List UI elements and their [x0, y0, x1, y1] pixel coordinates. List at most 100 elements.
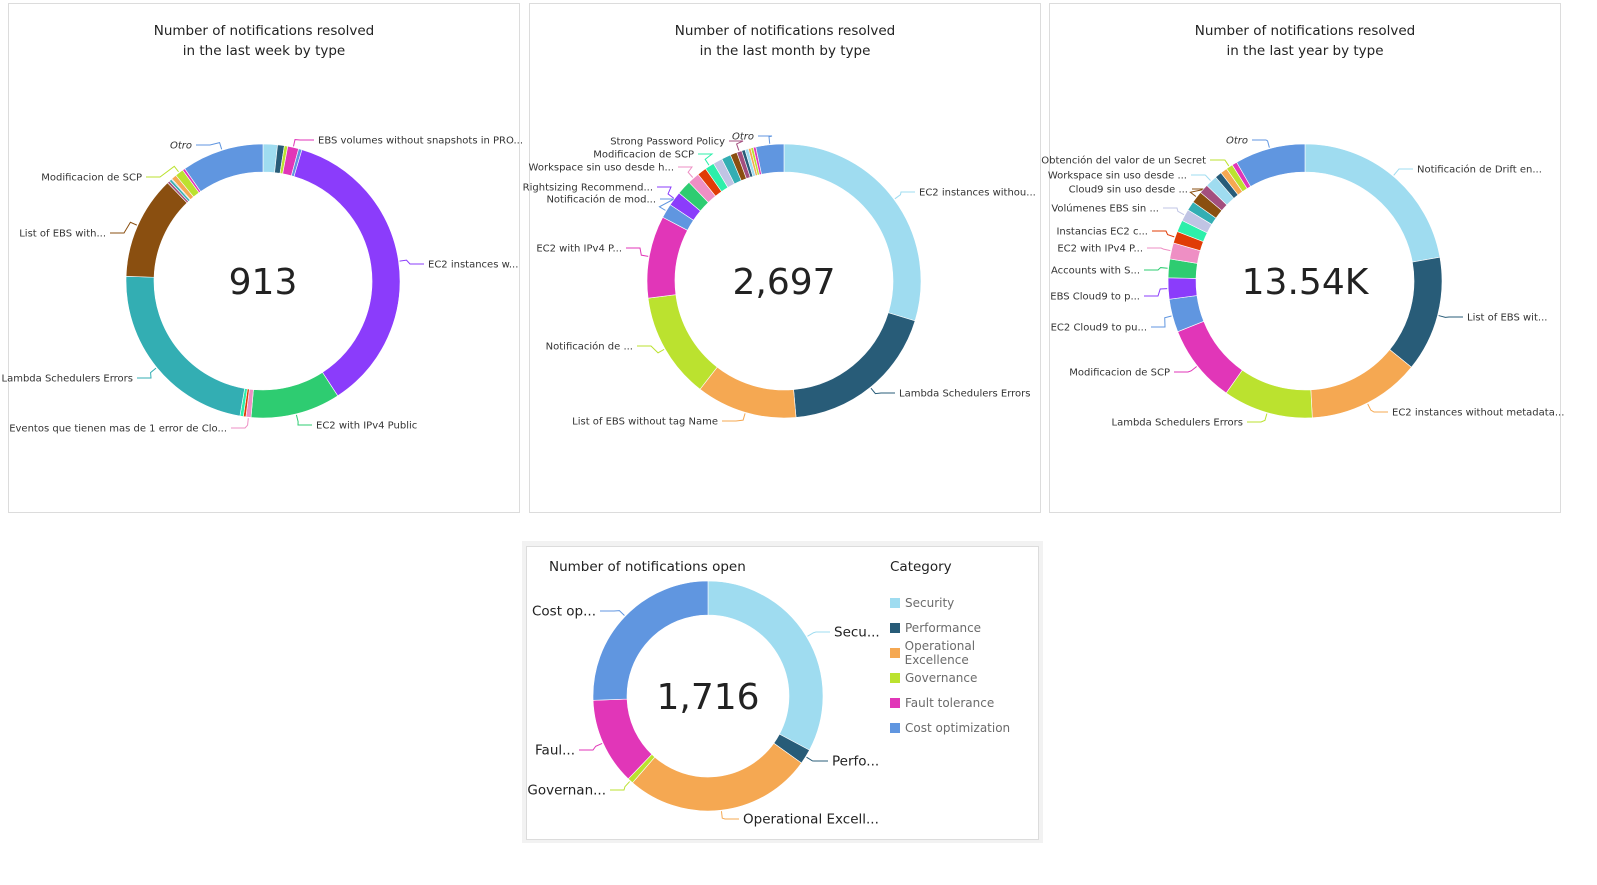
chart-title: Number of notifications open — [549, 559, 746, 575]
leader-line — [110, 221, 138, 234]
total-value: 913 — [229, 262, 298, 303]
slice-label: Lambda Schedulers Errors — [1112, 418, 1243, 429]
donut-slice[interactable] — [592, 580, 709, 701]
title-line: Number of notifications resolved — [674, 23, 896, 39]
legend-swatch — [890, 697, 900, 708]
legend-swatch — [890, 622, 900, 633]
legend-label: Cost optimization — [905, 720, 1011, 735]
leader-line — [1247, 413, 1268, 423]
donut-slice[interactable] — [707, 580, 824, 751]
leader-line — [894, 191, 915, 200]
legend-label: Fault tolerance — [905, 695, 995, 710]
total-value: 13.54K — [1242, 262, 1370, 303]
leader-line — [1144, 288, 1168, 297]
leader-line — [292, 139, 314, 147]
leader-line — [1144, 267, 1168, 271]
legend-item[interactable]: Performance — [890, 615, 1038, 640]
title-line: in the last month by type — [699, 43, 871, 59]
leader-line — [722, 413, 746, 422]
leader-line — [1438, 315, 1463, 318]
slice-label: Modificacion de SCP — [1069, 368, 1170, 379]
leader-line — [1174, 366, 1197, 373]
slice-label: Notificación de mod... — [546, 194, 656, 206]
leader-line — [600, 610, 625, 616]
donut-slice[interactable] — [293, 149, 401, 397]
leader-line — [698, 153, 714, 166]
leader-line — [807, 631, 830, 637]
donut-slice[interactable] — [1225, 369, 1313, 419]
donut-slice[interactable] — [1177, 320, 1243, 394]
slice-label: Cloud9 sin uso desde ... — [1069, 185, 1188, 196]
donut-slice[interactable] — [250, 371, 339, 419]
donut-slice[interactable] — [793, 312, 916, 418]
slice-label: Workspace sin uso desde h... — [529, 163, 674, 174]
chart-panel-month: Number of notifications resolved in the … — [529, 3, 1041, 513]
leader-line — [657, 186, 674, 199]
legend-item[interactable]: Cost optimization — [890, 715, 1038, 740]
leader-line — [1367, 403, 1388, 413]
slice-label: List of EBS without tag Name — [572, 417, 718, 428]
slice-label: Otro — [1226, 136, 1248, 147]
donut-slice[interactable] — [1389, 256, 1443, 368]
donut-slice[interactable] — [647, 294, 718, 390]
chart-title: Number of notifications resolved in the … — [530, 21, 1040, 61]
slice-label: EC2 instances without metadata... — [1392, 408, 1564, 419]
title-line: Number of notifications resolved — [153, 23, 375, 39]
slice-label: EC2 instances withou... — [919, 188, 1036, 199]
leader-line — [231, 418, 249, 429]
chart-panel-week: Number of notifications resolved in the … — [8, 3, 520, 513]
slice-label: Notificación de Drift en... — [1417, 164, 1542, 176]
leader-line — [196, 142, 223, 150]
slice-label: Rightsizing Recommend... — [523, 183, 653, 194]
donut-slice[interactable] — [699, 366, 797, 419]
donut-slice[interactable] — [1167, 277, 1198, 300]
slice-label: EC2 instances w... — [428, 260, 518, 271]
slice-label: Secu... — [834, 625, 880, 641]
legend-item[interactable]: Fault tolerance — [890, 690, 1038, 715]
legend-swatch — [890, 597, 900, 608]
donut-slice[interactable] — [1236, 143, 1306, 187]
slice-label: List of EBS wit... — [1467, 313, 1547, 324]
leader-line — [399, 259, 424, 265]
donut-slice[interactable] — [184, 143, 264, 192]
legend-item[interactable]: Operational Excellence — [890, 638, 1038, 667]
legend-item[interactable]: Governance — [890, 665, 1038, 690]
total-value: 2,697 — [732, 262, 835, 303]
chart-title: Number of notifications resolved in the … — [9, 21, 519, 61]
leader-line — [1210, 159, 1230, 167]
slice-label: EBS Cloud9 to p... — [1050, 292, 1140, 303]
legend-swatch — [890, 722, 900, 733]
chart-title: Number of notifications resolved in the … — [1050, 21, 1560, 61]
leader-line — [1163, 207, 1185, 216]
donut-slice[interactable] — [125, 275, 245, 417]
legend-label: Security — [905, 595, 955, 610]
leader-line — [806, 756, 828, 762]
slice-label: EC2 with IPv4 P... — [536, 244, 622, 255]
leader-line — [1189, 188, 1207, 197]
leader-line — [1152, 230, 1175, 238]
slice-label: Otro — [732, 132, 754, 143]
slice-label: List of EBS with... — [19, 229, 106, 240]
leader-line — [678, 166, 694, 178]
donut-slice[interactable] — [632, 742, 802, 812]
slice-label: EC2 with IPv4 Public — [316, 421, 417, 432]
leader-line — [137, 367, 157, 379]
slice-label: Governan... — [527, 783, 606, 799]
slice-label: Volúmenes EBS sin ... — [1051, 203, 1159, 215]
donut-slice[interactable] — [125, 182, 188, 278]
slice-label: Eventos que tienen mas de 1 error de Clo… — [9, 424, 227, 435]
legend-label: Performance — [905, 620, 982, 635]
donut-slice[interactable] — [1304, 143, 1441, 263]
slice-label: EBS volumes without snapshots in PRO... — [318, 136, 523, 147]
legend-title: Category — [890, 559, 952, 575]
legend-item[interactable]: Security — [890, 590, 1038, 615]
slice-label: EC2 with IPv4 P... — [1057, 244, 1143, 255]
leader-line — [579, 742, 603, 751]
legend-label: Operational Excellence — [904, 638, 976, 667]
slice-label: Instancias EC2 c... — [1056, 227, 1148, 238]
donut-slice[interactable] — [646, 216, 688, 299]
donut-slice[interactable] — [755, 143, 785, 175]
chart-panel-year: Number of notifications resolved in the … — [1049, 3, 1561, 513]
slice-label: Modificacion de SCP — [593, 150, 694, 161]
